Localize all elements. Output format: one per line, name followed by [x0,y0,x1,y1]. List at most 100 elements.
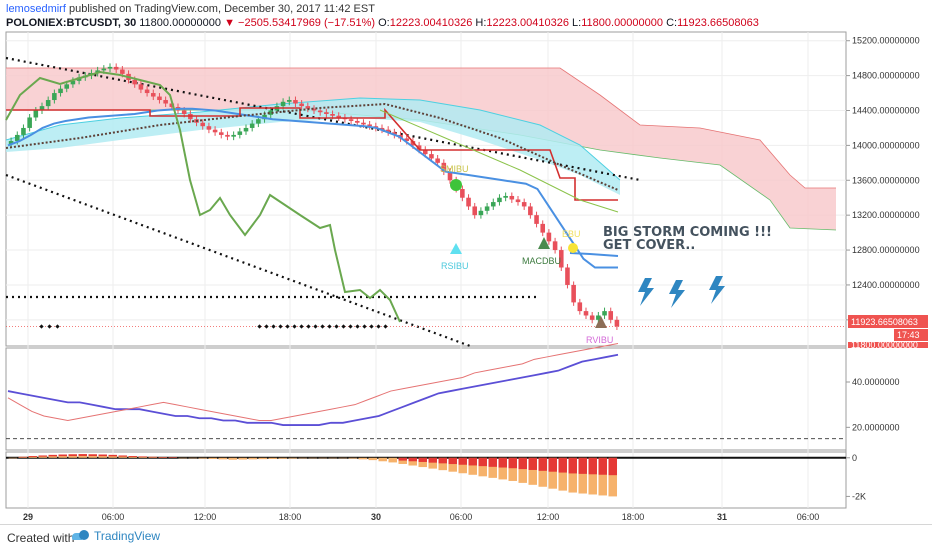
open-label: O: [378,17,390,29]
candle-body [64,84,70,89]
candle-body [460,189,465,198]
candle-body [565,267,570,285]
candle-body [101,68,107,71]
dot-marker [285,324,290,329]
histogram-bar-red [408,457,417,462]
candle-body [299,103,304,107]
ma-blue-tail [569,252,619,257]
histogram-bar-red [68,454,77,457]
histogram-bar-red [588,457,597,475]
price-tick-label: 14800.00000000 [852,71,920,81]
histogram-bar [228,457,237,460]
time-axis[interactable]: 29 06:00 12:00 18:00 30 06:00 12:00 18:00 31 06:0… [23,512,819,522]
dot-marker [334,324,339,329]
storm-annotation[interactable]: BIG STORM COMING !!! GET COVER.. [603,225,772,308]
histogram-bar [558,457,567,491]
candle-body [441,162,447,172]
candle-body [27,117,32,128]
storm-line-1: BIG STORM COMING !!! [603,225,772,240]
price-tick-label: 13600.00000000 [852,175,920,185]
candle-body [212,129,218,133]
high-label: H: [475,17,487,29]
histogram-bar-red [498,457,507,468]
histogram-bars [6,454,846,497]
histogram-bar-red [28,456,37,457]
histogram-bar [408,457,417,466]
tradingview-link[interactable]: TradingView [72,529,160,543]
candle-body [280,101,286,107]
histogram-bar [468,457,477,475]
rvibu-label: RVIBU [586,335,613,345]
dot-marker [299,324,304,329]
histogram-bar [338,457,347,459]
histogram-bar-red [478,457,487,467]
histogram-bar-red [438,457,447,464]
dot-marker [313,324,318,329]
dot-marker [257,324,262,329]
last-price-tag-text: 11923.66508063 [851,317,918,327]
candle-body [515,199,521,203]
histogram-bar-red [78,454,87,456]
trend-line-lower [5,173,471,348]
histogram-bar-red [458,457,467,465]
histogram-bar-red [538,457,547,471]
time-tick-label: 29 [23,512,33,522]
price-axis[interactable]: 15200.00000000 14800.00000000 14400.000000… [846,36,920,502]
tradingview-logo-icon [72,530,90,542]
candle-body [120,69,125,74]
oscillator-lines [6,342,846,440]
candle-body [286,100,292,102]
histogram-bar-red [418,457,427,462]
cloud-cyan-edge [5,97,621,181]
candle-body [225,134,230,137]
histogram-bar-red [148,456,157,458]
histogram-bar [548,457,557,489]
candle-body [138,84,144,90]
author-link[interactable]: lemosedmirf [6,3,66,15]
candle-body [8,141,14,145]
dot-marker [327,324,332,329]
candle-body [218,132,224,135]
dot-marker [355,324,360,329]
histogram-bar-red [528,457,537,470]
histogram-bar [428,457,437,469]
histogram-bar-red [398,457,407,461]
candle-body [589,315,595,320]
time-tick-label: 06:00 [102,512,125,522]
open-value: 12223.00410326 [389,17,473,29]
green-indicator-line [5,70,401,323]
candle-body [422,149,428,155]
histogram-bar [308,457,317,459]
oscillator-panel[interactable] [5,347,847,451]
time-tick-label: 18:00 [622,512,645,522]
high-value: 12223.00410326 [486,17,569,29]
candle-body [256,119,261,124]
cloud-cyan-area [6,98,620,195]
osc-tick-label: 20.0000000 [852,422,900,432]
candle-body [416,145,422,150]
candle-body [336,115,342,118]
time-tick-label: 06:00 [797,512,820,522]
candle-body [70,80,76,85]
chart-canvas[interactable]: 15200.00000000 14800.00000000 14400.000000… [0,0,932,524]
oscillator-series-line [7,342,619,422]
histogram-bar [188,457,197,459]
candle-body [231,134,236,137]
dot-marker [264,324,269,329]
candle-body [503,195,508,198]
symbol-label[interactable]: POLONIEX:BTCUSDT, 30 [6,17,137,29]
histogram-bar-red [608,457,617,476]
ebu-label: EBU [562,229,581,239]
candle-body [58,88,63,94]
candle-body [602,311,607,316]
histogram-bar [568,457,577,493]
histogram-bar-red [548,457,557,472]
dot-marker [306,324,311,329]
candle-body [249,123,255,128]
time-tick-label: 31 [717,512,727,522]
candle-body [163,100,168,104]
candle-body [330,113,335,116]
time-tick-label: 30 [371,512,381,522]
price-tick-label: 14000.00000000 [852,140,920,150]
histogram-bar [278,457,287,459]
